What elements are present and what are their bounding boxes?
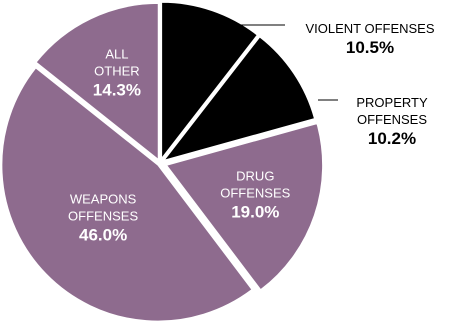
slice-label-text: OFFENSES (357, 112, 427, 127)
pie-slice-all-other (35, 2, 159, 161)
slice-label-text: OTHER (94, 64, 140, 79)
leader-lines-layer (228, 24, 338, 101)
slice-label-text: OFFENSES (220, 185, 290, 200)
slice-value-label: 10.2% (368, 129, 416, 148)
slice-value-label: 10.5% (346, 38, 394, 57)
slice-label-violent-offenses: VIOLENT OFFENSES 10.5% (305, 21, 434, 57)
slice-value-label: 14.3% (93, 81, 141, 100)
slice-label-text: OFFENSES (68, 209, 138, 224)
pie-slice-weapons-offenses (1, 67, 253, 322)
slice-label-text: PROPERTY (356, 95, 428, 110)
pie-slice-property-offenses (162, 36, 316, 162)
labels-layer: VIOLENT OFFENSES 10.5% PROPERTY OFFENSES 10.… (68, 21, 435, 245)
pie-slice-drug-offenses (165, 122, 324, 291)
slice-label-text: ALL (105, 47, 128, 62)
slice-label-weapons-offenses: WEAPONS OFFENSES 46.0% (68, 192, 138, 245)
slice-label-property-offenses: PROPERTY OFFENSES 10.2% (356, 95, 428, 148)
slices-layer (1, 1, 324, 322)
slice-label-text: DRUG (236, 168, 274, 183)
slice-value-label: 19.0% (231, 202, 279, 221)
slice-label-drug-offenses: DRUG OFFENSES 19.0% (220, 168, 290, 221)
slice-label-text: WEAPONS (70, 192, 137, 207)
slice-label-text: VIOLENT OFFENSES (305, 21, 434, 36)
pie-slice-violent-offenses (161, 1, 258, 160)
slice-value-label: 46.0% (79, 226, 127, 245)
slice-label-all-other: ALL OTHER 14.3% (93, 47, 141, 100)
